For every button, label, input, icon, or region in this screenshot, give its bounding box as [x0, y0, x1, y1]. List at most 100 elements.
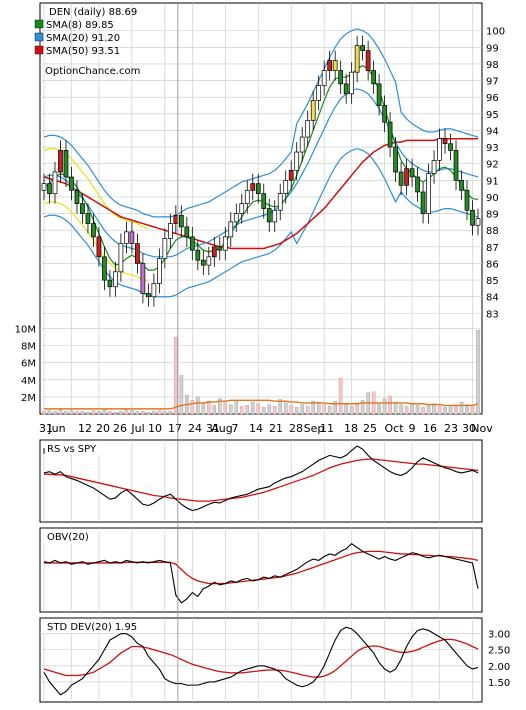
volume-bar — [234, 400, 239, 415]
y-tick-label: 84 — [486, 293, 499, 304]
legend-label: SMA(50) 93.51 — [46, 46, 120, 57]
candle-body — [475, 218, 481, 226]
y-tick-label: 96 — [486, 93, 499, 104]
sma50-line — [43, 137, 479, 250]
x-axis-label: 11 — [320, 422, 334, 435]
y-tick-label: 87 — [486, 243, 499, 254]
candle-body — [448, 143, 453, 151]
volume-bar — [426, 405, 431, 415]
x-axis-label: 21 — [269, 422, 283, 435]
volume-bar — [201, 403, 206, 415]
y-tick-label: 98 — [486, 60, 499, 71]
candle-body — [343, 83, 349, 95]
candle-body — [85, 213, 91, 224]
volume-bar — [250, 401, 255, 415]
volume-bar — [163, 411, 167, 415]
volume-tick-label: 10M — [15, 325, 36, 336]
legend-label: SMA(20) 91.20 — [46, 33, 120, 44]
candle-body — [195, 249, 201, 261]
candle-body — [261, 193, 267, 209]
volume-bar — [58, 409, 63, 415]
sma8-line — [43, 64, 479, 271]
volume-bar — [476, 330, 480, 415]
candle-body — [250, 183, 256, 191]
legend-swatch — [34, 19, 44, 29]
x-axis-label: 16 — [423, 422, 437, 435]
candle-body — [321, 70, 327, 86]
volume-bar — [305, 406, 310, 415]
volume-bar — [283, 402, 288, 415]
candle-body — [354, 45, 360, 73]
volume-bar — [355, 404, 359, 415]
y-tick-label: 88 — [486, 226, 499, 237]
stddev-average-line — [43, 638, 479, 678]
obv-label-bg — [41, 530, 93, 543]
volume-tick-label: 2M — [21, 393, 36, 404]
volume-bar — [294, 406, 299, 415]
volume-bar — [300, 404, 305, 415]
volume-bar — [437, 406, 442, 415]
x-axis-label: 30 — [462, 422, 476, 435]
rs-average-line — [44, 458, 479, 502]
volume-bar — [223, 402, 228, 415]
volume-bar — [130, 410, 134, 415]
volume-bar — [217, 398, 222, 415]
volume-average-line — [44, 399, 479, 410]
volume-bar — [97, 411, 101, 415]
volume-bar — [179, 375, 184, 415]
candle-body — [349, 71, 354, 95]
volume-bar — [168, 411, 173, 415]
y-tick-label: 99 — [486, 43, 499, 54]
candle-body — [305, 120, 311, 138]
y-tick-label: 95 — [486, 110, 499, 121]
candle-body — [283, 179, 289, 194]
volume-bar — [421, 406, 425, 415]
volume-bar — [69, 410, 74, 415]
candle-body — [211, 246, 217, 258]
volume-bar — [311, 400, 316, 415]
y-tick-label: 83 — [486, 309, 499, 320]
candle-body — [228, 221, 234, 238]
candle-body — [277, 193, 283, 211]
obv-line — [43, 542, 479, 604]
x-axis-label: 28 — [289, 422, 303, 435]
obv-label: OBV(20) — [47, 532, 89, 543]
candle-body — [63, 150, 69, 178]
x-axis-label: 23 — [444, 422, 458, 435]
candle-body — [173, 214, 179, 224]
volume-bar — [135, 411, 140, 415]
x-axis-label: 26 — [113, 422, 127, 435]
candle-body — [376, 83, 382, 106]
candle-body — [206, 256, 212, 266]
volume-bar — [212, 405, 217, 415]
candle-body — [162, 238, 168, 259]
y-tick-label: 92 — [486, 160, 499, 171]
candle-body — [316, 85, 322, 101]
y-tick-label: 86 — [486, 259, 499, 270]
candle-body — [69, 176, 74, 191]
stddev-tick-label: 1.50 — [488, 678, 510, 689]
y-tick-label: 100 — [486, 27, 505, 38]
candle-body — [41, 183, 47, 191]
y-tick-label: 94 — [486, 126, 499, 137]
candle-body — [74, 189, 80, 204]
candle-body — [393, 146, 398, 173]
candle-body — [135, 243, 140, 264]
candle-body — [338, 70, 344, 85]
x-axis-label: 31 — [206, 422, 220, 435]
candle-body — [470, 209, 475, 226]
volume-bar — [432, 403, 436, 415]
candle-body — [96, 236, 102, 258]
volume-bar — [322, 404, 327, 415]
obv-panel-frame — [39, 527, 483, 613]
candle-body — [409, 168, 415, 178]
candle-body — [442, 138, 448, 145]
candle-body — [52, 171, 58, 194]
volume-bar — [239, 406, 244, 415]
candle-body — [453, 150, 459, 181]
candle-body — [426, 173, 431, 214]
keltner-lower-line — [43, 201, 149, 283]
volume-bar — [459, 401, 464, 415]
